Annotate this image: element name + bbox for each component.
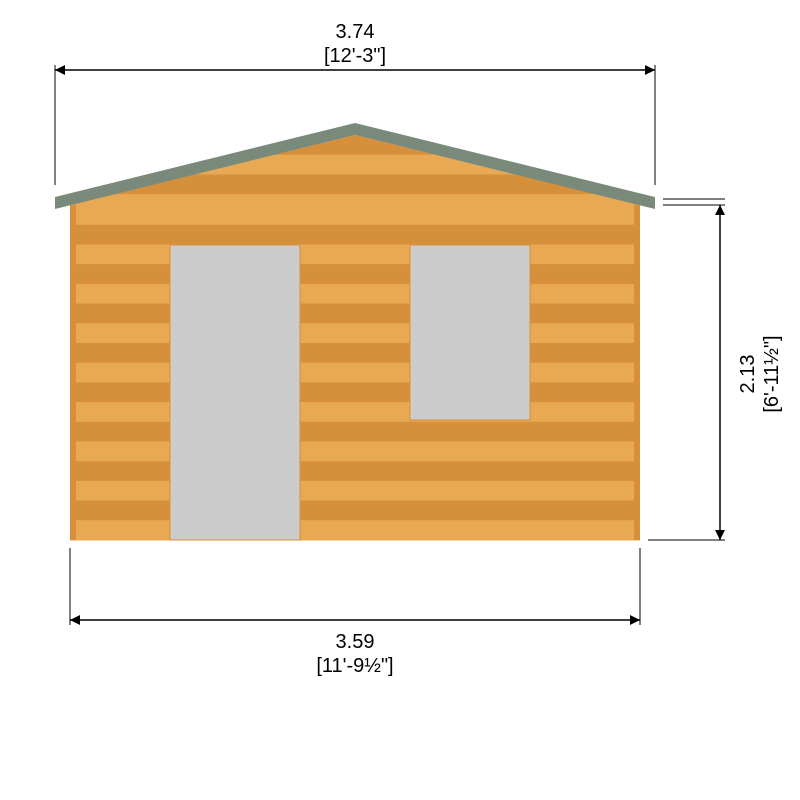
bottom-dimension-label: 3.59 [11'-9½"] <box>300 630 410 678</box>
right-dim-imperial: [6'-11½"] <box>761 335 783 412</box>
right-dim-metric: 2.13 <box>737 355 759 394</box>
bottom-dim-metric: 3.59 <box>336 631 375 653</box>
bottom-dim-imperial: [11'-9½"] <box>316 655 393 677</box>
top-dim-imperial: [12'-3"] <box>324 45 386 67</box>
top-dim-metric: 3.74 <box>336 21 375 43</box>
top-dimension-label: 3.74 [12'-3"] <box>300 20 410 68</box>
diagram-container: 3.74 [12'-3"] 3.59 [11'-9½"] 2.13 [6'-11… <box>0 0 800 800</box>
right-dimension-label: 2.13 [6'-11½"] <box>736 319 784 429</box>
shed-elevation-drawing <box>0 0 800 800</box>
